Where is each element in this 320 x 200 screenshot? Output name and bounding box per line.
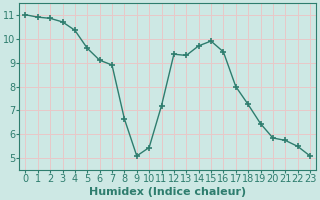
X-axis label: Humidex (Indice chaleur): Humidex (Indice chaleur) xyxy=(89,187,246,197)
